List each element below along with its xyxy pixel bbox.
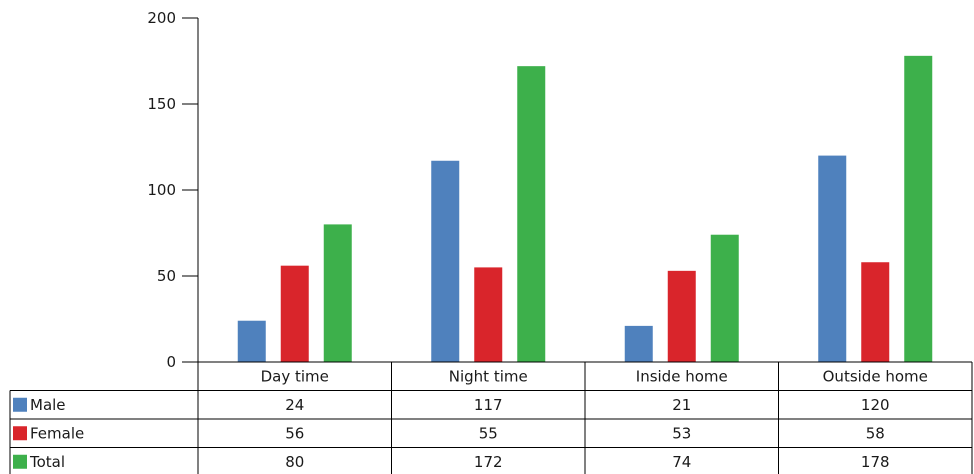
x-category-label: Day time: [261, 367, 329, 385]
bar-total-outside-home: [904, 55, 933, 363]
bar-total-inside-home: [710, 234, 739, 362]
bar-total-night-time: [517, 66, 546, 362]
data-label: 172: [474, 453, 503, 471]
y-tick-label: 0: [166, 353, 176, 371]
legend-swatch-male: [13, 397, 27, 412]
data-label: 120: [861, 396, 890, 414]
bar-total-day-time: [323, 224, 352, 362]
y-tick-label: 150: [147, 95, 176, 113]
legend-label: Female: [30, 424, 84, 442]
y-tick-label: 50: [157, 267, 176, 285]
bar-female-outside-home: [861, 262, 890, 362]
data-label: 80: [285, 453, 304, 471]
y-tick-label: 100: [147, 181, 176, 199]
bar-male-day-time: [237, 320, 266, 362]
data-label: 55: [479, 424, 498, 442]
data-label: 53: [672, 424, 691, 442]
y-axis: 0 50 100 150 200: [147, 9, 199, 371]
data-label: 21: [672, 396, 691, 414]
bar-female-inside-home: [667, 270, 696, 362]
bars: [237, 55, 933, 363]
legend-label: Total: [29, 453, 65, 471]
data-table: Day time Night time Inside home Outside hom…: [9, 361, 973, 474]
legend-swatch-female: [13, 426, 27, 441]
x-category-label: Inside home: [636, 367, 728, 385]
bar-male-outside-home: [818, 155, 847, 362]
y-tick-label: 200: [147, 9, 176, 27]
data-label: 178: [861, 453, 890, 471]
data-label: 58: [866, 424, 885, 442]
data-label: 117: [474, 396, 503, 414]
bar-male-inside-home: [624, 325, 653, 362]
data-label: 24: [285, 396, 304, 414]
data-label: 74: [672, 453, 691, 471]
bar-female-day-time: [280, 265, 309, 362]
legend-swatch-total: [13, 454, 27, 469]
x-category-label: Outside home: [823, 367, 928, 385]
x-category-label: Night time: [449, 367, 528, 385]
bar-female-night-time: [474, 267, 503, 362]
data-label: 56: [285, 424, 304, 442]
bar-male-night-time: [431, 160, 460, 362]
legend-label: Male: [30, 396, 66, 414]
